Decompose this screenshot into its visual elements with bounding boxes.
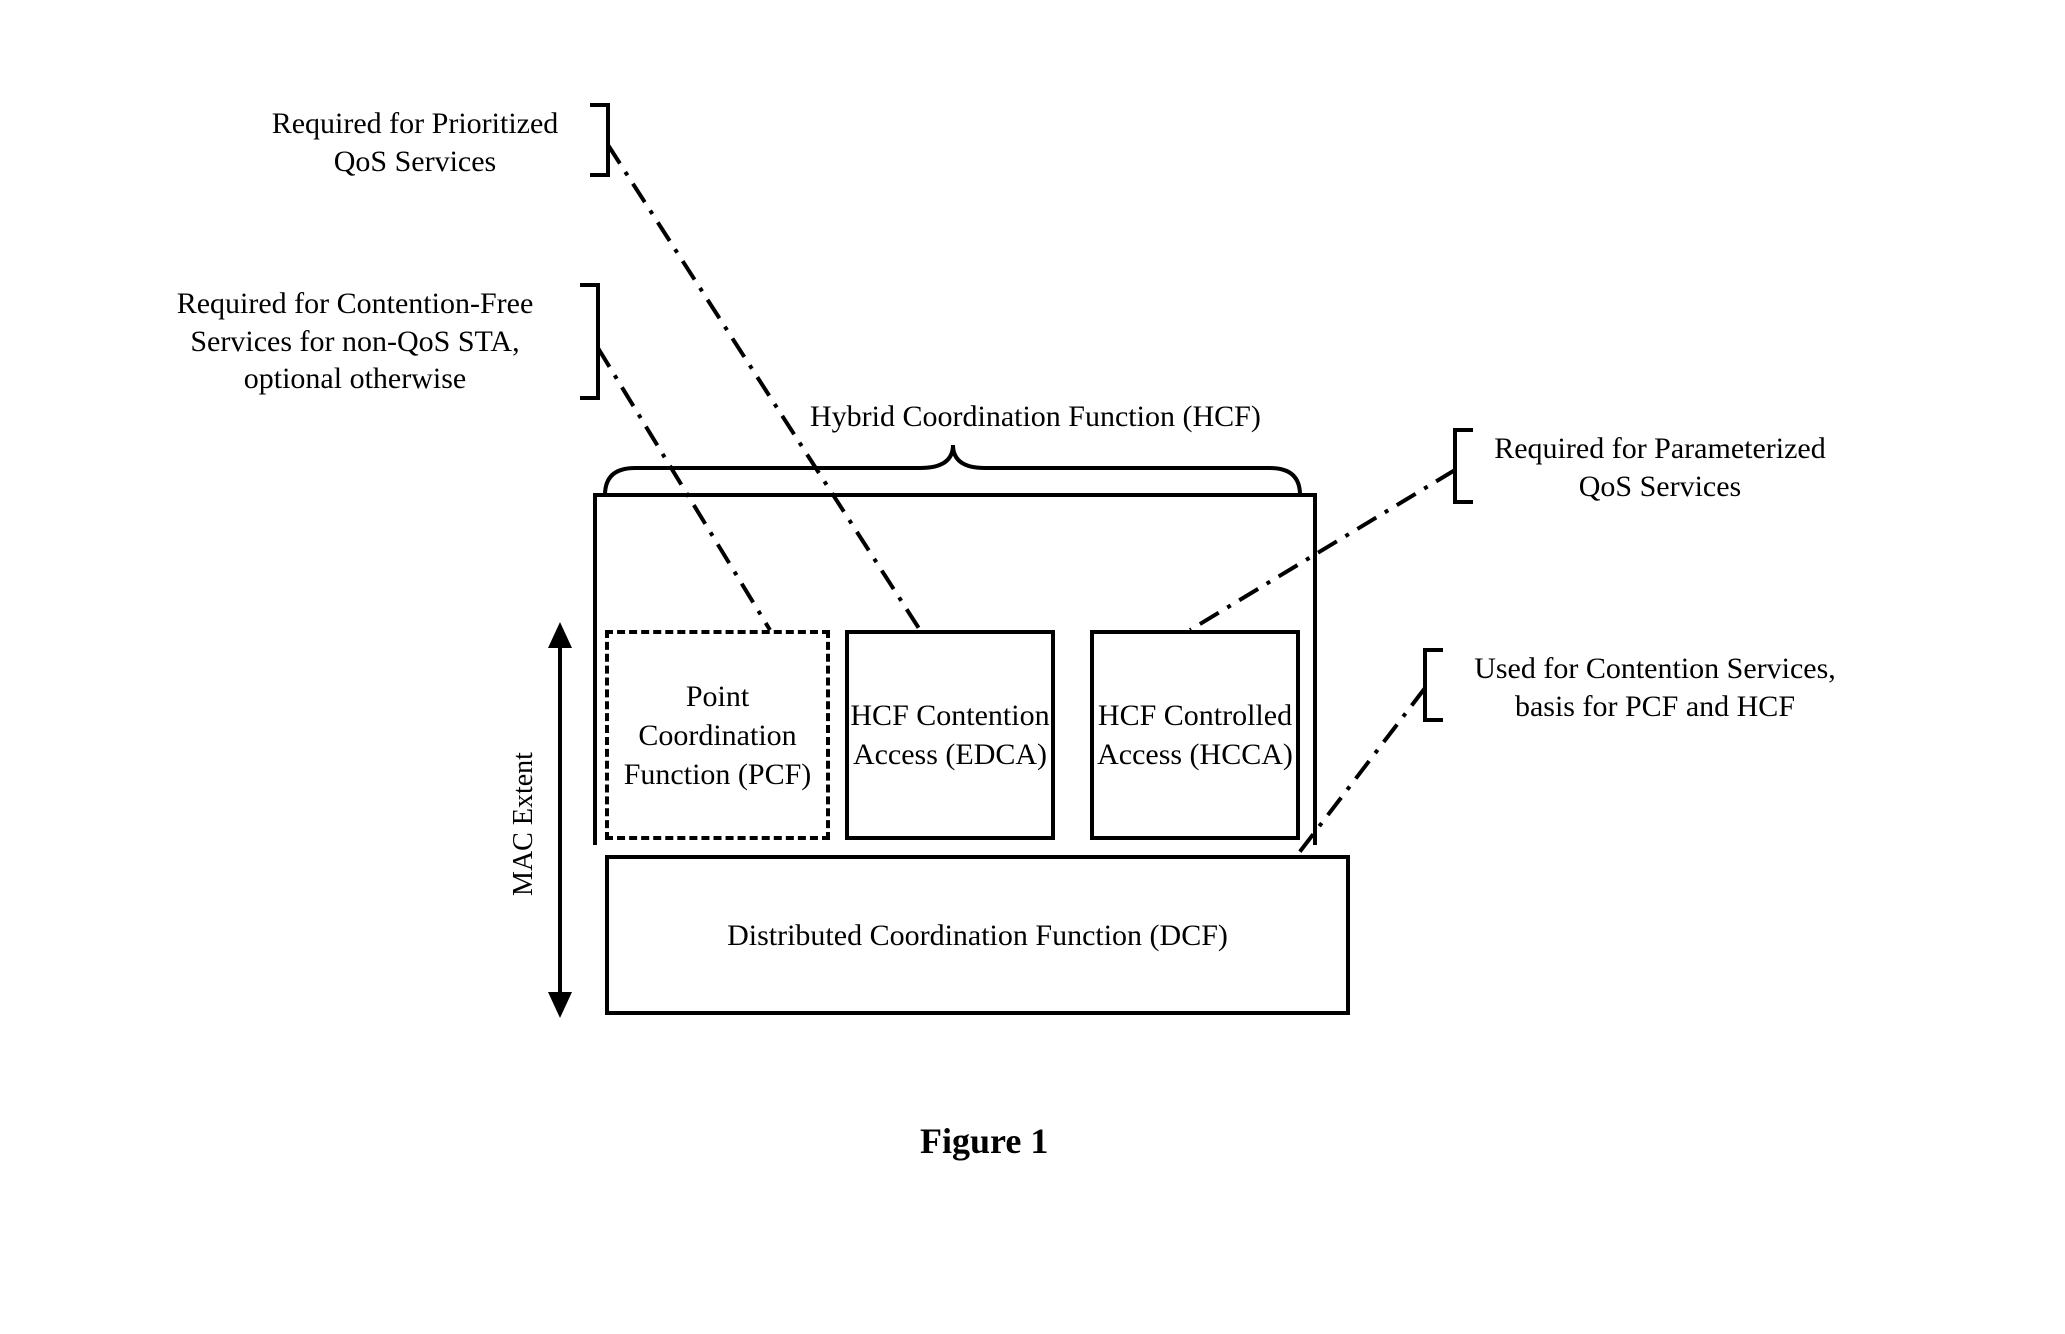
pointer-contention-services: [1295, 688, 1425, 858]
callout-param-line2: QoS Services: [1579, 470, 1741, 503]
box-dcf-label: Distributed Coordination Function (DCF): [727, 916, 1228, 955]
mac-extent-arrow-head-bottom: [548, 992, 572, 1018]
callout-prioritized-line2: QoS Services: [334, 145, 496, 178]
callout-cf-line2: Services for non-QoS STA,: [190, 325, 519, 358]
callout-cf-line3: optional otherwise: [244, 362, 466, 395]
callout-cf-line1: Required for Contention-Free: [177, 287, 534, 320]
hcf-curly-brace: [605, 445, 1300, 495]
pointer-parameterized: [1190, 470, 1455, 630]
diagram-container: Required for Prioritized QoS Services Re…: [0, 0, 2065, 1334]
callout-parameterized-qos: Required for Parameterized QoS Services: [1470, 430, 1850, 505]
callout-contention-services: Used for Contention Services, basis for …: [1440, 650, 1870, 725]
bracket-contention-free: [580, 285, 598, 398]
box-dcf: Distributed Coordination Function (DCF): [605, 855, 1350, 1015]
box-edca: HCF Contention Access (EDCA): [845, 630, 1055, 840]
callout-cs-line2: basis for PCF and HCF: [1515, 690, 1795, 723]
mac-extent-arrow-head-top: [548, 622, 572, 648]
callout-param-line1: Required for Parameterized: [1494, 432, 1826, 465]
mac-extent-label: MAC Extent: [508, 752, 540, 896]
callout-prioritized-qos: Required for Prioritized QoS Services: [240, 105, 590, 180]
callout-contention-free: Required for Contention-Free Services fo…: [140, 285, 570, 398]
box-edca-label: HCF Contention Access (EDCA): [849, 696, 1051, 774]
bracket-prioritized: [590, 105, 608, 175]
box-pcf: Point Coordination Function (PCF): [605, 630, 830, 840]
callout-cs-line1: Used for Contention Services,: [1474, 652, 1836, 685]
box-hcca: HCF Controlled Access (HCCA): [1090, 630, 1300, 840]
pointer-prioritized: [608, 145, 920, 630]
figure-caption: Figure 1: [920, 1120, 1048, 1162]
hcf-title: Hybrid Coordination Function (HCF): [810, 400, 1261, 434]
callout-prioritized-line1: Required for Prioritized: [272, 107, 559, 140]
box-hcca-label: HCF Controlled Access (HCCA): [1094, 696, 1296, 774]
pointer-contention-free: [598, 348, 770, 630]
box-pcf-label: Point Coordination Function (PCF): [609, 677, 826, 794]
